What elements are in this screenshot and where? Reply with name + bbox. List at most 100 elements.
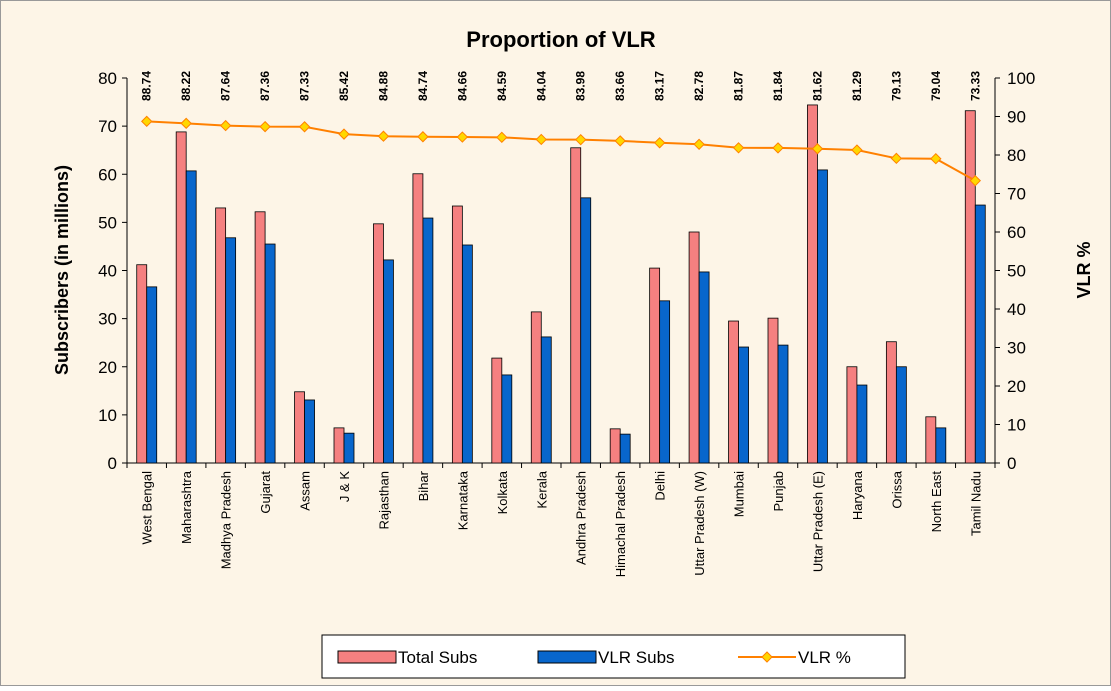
x-tick-label: Uttar Pradesh (E) (810, 471, 825, 572)
legend-swatch (337, 650, 397, 664)
x-tick-label: Mumbai (732, 471, 747, 517)
y2-tick-label: 0 (1007, 454, 1016, 473)
bar (530, 311, 542, 464)
x-tick-label: Maharashtra (179, 470, 194, 544)
bar (146, 286, 158, 464)
y2-tick-label: 90 (1007, 108, 1026, 127)
line-marker (969, 174, 981, 187)
bar (225, 237, 237, 464)
y2-tick-label: 30 (1007, 339, 1026, 358)
line-marker (693, 138, 705, 151)
x-tick-label: Punjab (771, 471, 786, 511)
x-tick-label: J & K (337, 471, 352, 502)
line-marker (456, 131, 469, 143)
bar (807, 104, 818, 464)
y2-tick-label: 80 (1007, 146, 1026, 165)
bar (846, 366, 858, 464)
bar (294, 391, 305, 464)
data-label: 87.36 (258, 71, 272, 101)
y-tick-label: 30 (98, 310, 117, 329)
bar (659, 300, 671, 464)
y2-tick-label: 70 (1007, 185, 1026, 204)
line-marker (535, 133, 547, 146)
line-marker (377, 130, 390, 142)
line-marker (811, 143, 824, 155)
line-marker (141, 115, 153, 128)
line-marker (417, 131, 429, 143)
line (146, 120, 976, 182)
bar (422, 217, 434, 464)
y-tick-label: 60 (98, 165, 117, 184)
x-tick-label: Rajasthan (376, 471, 391, 530)
data-label: 83.17 (653, 71, 667, 101)
bar (649, 267, 661, 464)
legend-label: VLR Subs (598, 648, 675, 667)
bar (580, 197, 592, 464)
y2-tick-label: 60 (1007, 223, 1026, 242)
x-tick-label: Orissa (889, 470, 904, 508)
legend (321, 634, 906, 679)
y-tick-label: 70 (98, 117, 117, 136)
legend-label: Total Subs (398, 648, 477, 667)
line-marker (653, 137, 666, 149)
data-label: 73.33 (968, 71, 982, 101)
bar (817, 169, 828, 464)
y-axis-label: Subscribers (in millions) (52, 165, 72, 375)
bar (343, 432, 355, 464)
bar (777, 344, 789, 464)
x-tick-label: Bihar (416, 470, 431, 501)
x-tick-label: Haryana (850, 470, 865, 520)
data-label: 85.42 (337, 71, 351, 101)
data-label: 83.98 (574, 71, 588, 101)
x-tick-label: Himachal Pradesh (613, 471, 628, 577)
line-marker (338, 128, 350, 140)
line-marker (575, 133, 587, 146)
y2-tick-label: 10 (1007, 416, 1026, 435)
y-tick-label: 20 (98, 358, 117, 377)
data-label: 79.04 (929, 71, 943, 101)
x-tick-label: Tamil Nadu (968, 471, 983, 536)
x-tick-label: Uttar Pradesh (W) (692, 471, 707, 576)
line-marker (732, 142, 745, 154)
x-tick-label: Kolkata (495, 470, 510, 514)
data-label: 84.04 (534, 71, 548, 101)
y-tick-label: 10 (98, 406, 117, 425)
bar (738, 346, 749, 464)
data-label: 87.64 (219, 71, 233, 101)
data-label: 81.87 (732, 71, 746, 101)
bar (767, 317, 779, 464)
data-label: 79.13 (889, 71, 903, 101)
bar (501, 374, 513, 464)
bar (412, 173, 424, 464)
y2-tick-label: 100 (1007, 69, 1035, 88)
bar (185, 170, 197, 464)
legend-label: VLR % (798, 648, 851, 667)
bar (215, 207, 227, 464)
y-tick-label: 50 (98, 213, 117, 232)
bar (609, 428, 621, 464)
data-label: 84.59 (495, 71, 509, 101)
legend-swatch (761, 651, 773, 663)
data-label: 87.33 (298, 71, 312, 101)
legend-swatch (537, 650, 597, 664)
line-marker (180, 117, 192, 130)
line-marker (298, 121, 311, 133)
data-label: 84.88 (376, 71, 390, 101)
data-label: 84.74 (416, 71, 430, 101)
bar (491, 357, 503, 464)
bar (383, 259, 394, 464)
bar (974, 204, 986, 464)
x-tick-label: North East (929, 471, 944, 533)
x-tick-label: West Bengal (140, 471, 155, 545)
bar (856, 384, 868, 464)
data-label: 82.78 (692, 71, 706, 101)
y2-tick-label: 40 (1007, 300, 1026, 319)
line-marker (496, 131, 508, 144)
line-marker (851, 144, 863, 156)
bar (895, 366, 907, 464)
data-label: 81.84 (771, 71, 785, 101)
bar (373, 223, 384, 464)
y-tick-label: 0 (108, 454, 117, 473)
data-label: 84.66 (455, 71, 469, 101)
